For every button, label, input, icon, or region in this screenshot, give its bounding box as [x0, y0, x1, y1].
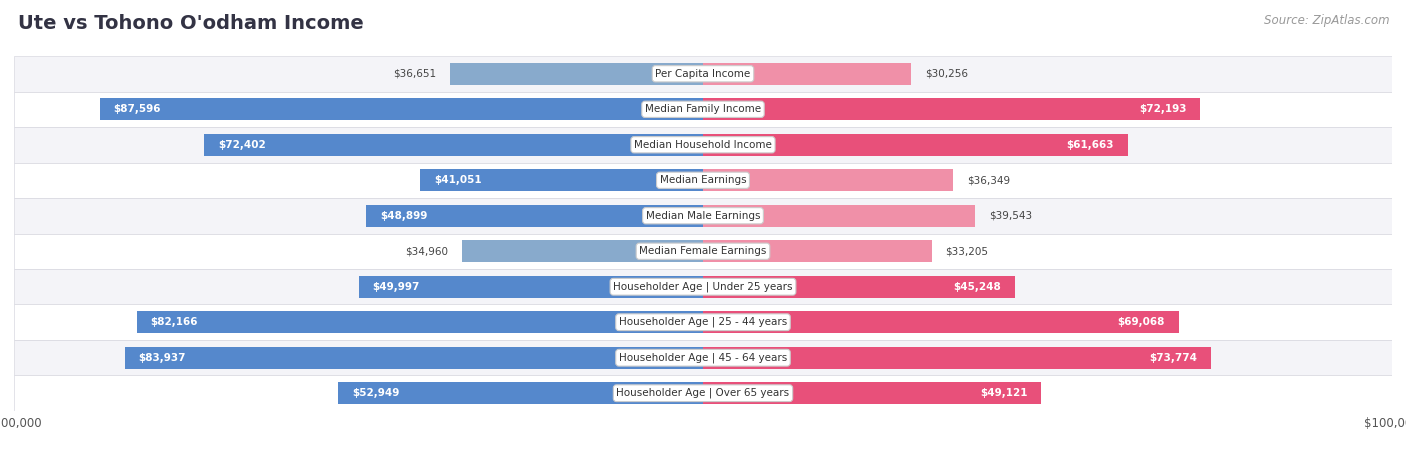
Text: Median Family Income: Median Family Income	[645, 104, 761, 114]
Bar	[420, 169, 703, 191]
Text: Median Male Earnings: Median Male Earnings	[645, 211, 761, 221]
Text: $34,960: $34,960	[405, 246, 449, 256]
Text: Ute vs Tohono O'odham Income: Ute vs Tohono O'odham Income	[18, 14, 364, 33]
Text: $49,121: $49,121	[980, 388, 1028, 398]
Bar	[14, 92, 1392, 127]
Text: $72,402: $72,402	[218, 140, 266, 150]
Bar	[703, 240, 932, 262]
Text: Source: ZipAtlas.com: Source: ZipAtlas.com	[1264, 14, 1389, 27]
Text: $72,193: $72,193	[1139, 104, 1187, 114]
Bar	[14, 56, 1392, 92]
Bar	[359, 276, 703, 298]
Text: $39,543: $39,543	[990, 211, 1032, 221]
Text: $48,899: $48,899	[380, 211, 427, 221]
Bar	[703, 134, 1128, 156]
Text: Per Capita Income: Per Capita Income	[655, 69, 751, 79]
Bar	[703, 347, 1211, 369]
Text: $82,166: $82,166	[150, 317, 198, 327]
Bar	[703, 205, 976, 227]
Bar	[100, 98, 703, 120]
Text: Median Household Income: Median Household Income	[634, 140, 772, 150]
Text: $61,663: $61,663	[1067, 140, 1114, 150]
Bar	[339, 382, 703, 404]
Text: $36,349: $36,349	[967, 175, 1011, 185]
Bar	[14, 198, 1392, 234]
Bar	[136, 311, 703, 333]
Bar	[14, 340, 1392, 375]
Text: Householder Age | Over 65 years: Householder Age | Over 65 years	[616, 388, 790, 398]
Text: $33,205: $33,205	[946, 246, 988, 256]
Text: $52,949: $52,949	[352, 388, 399, 398]
Text: $73,774: $73,774	[1150, 353, 1198, 363]
Bar	[14, 163, 1392, 198]
Text: Median Female Earnings: Median Female Earnings	[640, 246, 766, 256]
Text: $45,248: $45,248	[953, 282, 1001, 292]
Bar	[204, 134, 703, 156]
Bar	[366, 205, 703, 227]
Bar	[14, 269, 1392, 304]
Text: Householder Age | 45 - 64 years: Householder Age | 45 - 64 years	[619, 353, 787, 363]
Text: Householder Age | Under 25 years: Householder Age | Under 25 years	[613, 282, 793, 292]
Bar	[14, 127, 1392, 163]
Text: $69,068: $69,068	[1118, 317, 1166, 327]
Bar	[703, 98, 1201, 120]
Bar	[14, 234, 1392, 269]
Text: $30,256: $30,256	[925, 69, 969, 79]
Text: $49,997: $49,997	[373, 282, 420, 292]
Bar	[703, 276, 1015, 298]
Text: $36,651: $36,651	[394, 69, 437, 79]
Bar	[450, 63, 703, 85]
Text: Householder Age | 25 - 44 years: Householder Age | 25 - 44 years	[619, 317, 787, 327]
Bar	[125, 347, 703, 369]
Text: $87,596: $87,596	[114, 104, 160, 114]
Bar	[703, 311, 1178, 333]
Text: $83,937: $83,937	[139, 353, 186, 363]
Bar	[703, 63, 911, 85]
Text: $41,051: $41,051	[434, 175, 482, 185]
Bar	[463, 240, 703, 262]
Bar	[703, 382, 1042, 404]
Text: Median Earnings: Median Earnings	[659, 175, 747, 185]
Bar	[703, 169, 953, 191]
Bar	[14, 304, 1392, 340]
Bar	[14, 375, 1392, 411]
